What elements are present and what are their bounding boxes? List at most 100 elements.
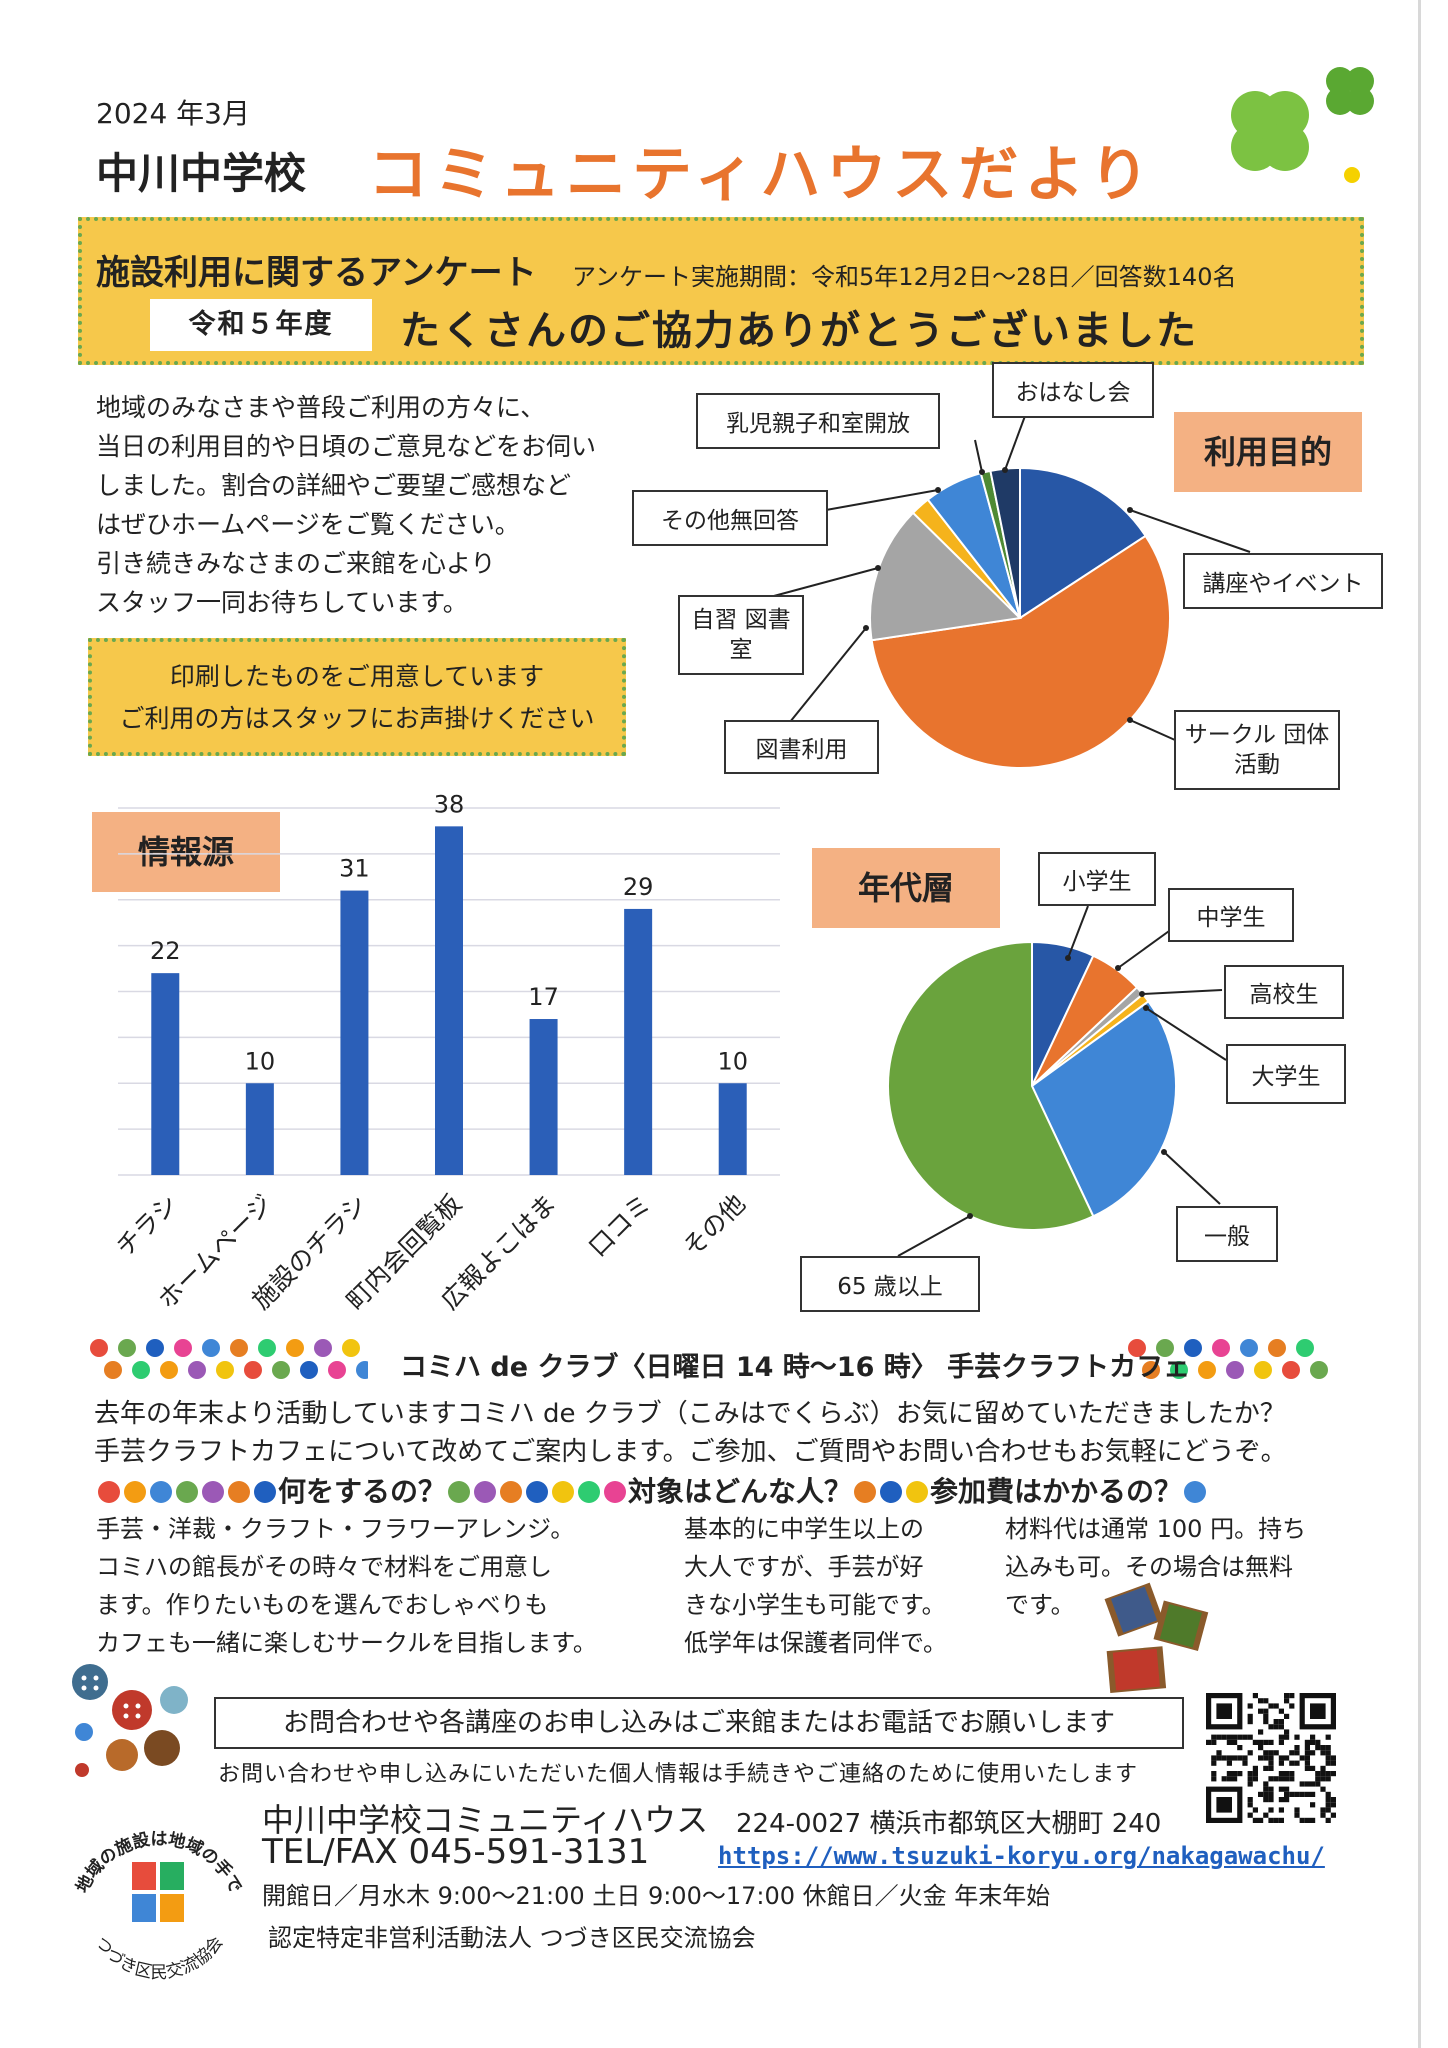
bar xyxy=(340,890,369,1175)
pie-label-lectures: 講座やイベント xyxy=(1183,553,1383,609)
privacy-note: お問い合わせや申し込みにいただいた個人情報は手続きやご連絡のために使用いたします xyxy=(218,1762,1139,1787)
qr-module xyxy=(1325,1791,1331,1797)
decor-dot xyxy=(1184,1481,1207,1503)
qr-module xyxy=(1325,1745,1331,1751)
qr-module xyxy=(1325,1760,1331,1766)
qr-code-icon[interactable] xyxy=(1206,1693,1336,1823)
qr-module xyxy=(1284,1776,1290,1782)
qr-module xyxy=(1211,1734,1217,1740)
qr-module xyxy=(1226,1739,1232,1745)
qr-module xyxy=(1315,1739,1321,1745)
qr-module xyxy=(1284,1755,1290,1761)
qr-module xyxy=(1299,1817,1305,1823)
qr-module xyxy=(1263,1786,1269,1792)
qr-module xyxy=(1226,1760,1232,1766)
qr-module xyxy=(1310,1817,1316,1823)
decor-dot xyxy=(146,1339,164,1357)
decor-dot xyxy=(118,1339,136,1357)
source-chart-title: 情報源 xyxy=(92,812,280,892)
decor-dot xyxy=(880,1481,903,1503)
pie-slice xyxy=(1019,466,1147,620)
qr-module xyxy=(1273,1817,1279,1823)
decor-dot xyxy=(1282,1361,1300,1379)
qr-module xyxy=(1330,1797,1336,1803)
qr-module xyxy=(1289,1776,1295,1782)
qr-module xyxy=(1299,1791,1305,1797)
svg-text:つづき区民交流協会: つづき区民交流協会 xyxy=(91,1933,228,1980)
qr-module xyxy=(1310,1802,1316,1808)
club-description: 去年の年末より活動していますコミハ de クラブ（こみはでくらぶ）お気に留めてい… xyxy=(94,1395,1287,1471)
qr-module xyxy=(1216,1750,1222,1756)
qr-module xyxy=(1320,1812,1326,1818)
decor-dot xyxy=(98,1481,120,1503)
qr-module xyxy=(1325,1755,1331,1761)
decor-dot xyxy=(244,1361,262,1379)
logo-text-top: 地域の施設は地域の手で xyxy=(72,1829,246,1897)
decor-dot xyxy=(230,1339,248,1357)
leader-arrow xyxy=(1065,955,1071,961)
pie-slice xyxy=(869,511,1023,642)
decorative-dots-right xyxy=(1128,1339,1328,1379)
qr-module xyxy=(1252,1739,1258,1745)
answer-line: ます。作りたいものを選んでおしゃべりも xyxy=(96,1591,549,1619)
qr-module xyxy=(1252,1771,1258,1777)
qr-module xyxy=(1320,1786,1326,1792)
pie-label-circles: サークル 団体活動 xyxy=(1174,710,1340,790)
pie-slice xyxy=(870,534,1171,770)
qr-module xyxy=(1325,1807,1331,1813)
qr-module xyxy=(1237,1734,1243,1740)
decor-dot xyxy=(906,1481,929,1503)
qr-module xyxy=(1315,1771,1321,1777)
decor-dot xyxy=(188,1361,206,1379)
qr-module xyxy=(1247,1713,1253,1719)
qr-module xyxy=(1284,1791,1290,1797)
category-label: 口コミ xyxy=(583,1189,657,1263)
qr-module xyxy=(1252,1776,1258,1782)
qr-module xyxy=(1330,1771,1336,1777)
website-link[interactable]: https://www.tsuzuki-koryu.org/nakagawach… xyxy=(718,1842,1325,1870)
leader-arrow xyxy=(863,625,869,631)
qr-module xyxy=(1315,1776,1321,1782)
answer-line: 大人ですが、手芸が好 xyxy=(684,1553,924,1581)
qr-module xyxy=(1247,1797,1253,1803)
qr-module xyxy=(1299,1755,1305,1761)
pie-label-nursery: 乳児親子和室開放 xyxy=(696,393,940,449)
age-pie-chart xyxy=(887,905,1227,1257)
qr-module xyxy=(1278,1724,1284,1730)
qr-module xyxy=(1216,1755,1222,1761)
qr-module xyxy=(1242,1734,1248,1740)
decor-dot xyxy=(174,1339,192,1357)
decor-dot xyxy=(1268,1339,1286,1357)
decor-dot xyxy=(300,1361,318,1379)
qr-module xyxy=(1284,1729,1290,1735)
qr-module xyxy=(1232,1776,1238,1782)
leader-arrow xyxy=(967,1213,973,1219)
decor-dot xyxy=(228,1481,250,1503)
qr-module xyxy=(1211,1739,1217,1745)
answer-line: カフェも一緒に楽しむサークルを目指します。 xyxy=(96,1629,597,1657)
qr-module xyxy=(1289,1703,1295,1709)
decor-dot xyxy=(1240,1339,1258,1357)
qr-module xyxy=(1310,1750,1316,1756)
age-label-elementary: 小学生 xyxy=(1038,852,1156,906)
qr-module xyxy=(1294,1745,1300,1751)
qr-module xyxy=(1278,1776,1284,1782)
svg-text:地域の施設は地域の手で: 地域の施設は地域の手で xyxy=(72,1829,246,1897)
qr-module xyxy=(1247,1750,1253,1756)
qr-module xyxy=(1310,1781,1316,1787)
leader-line xyxy=(974,439,983,473)
decor-dot-row xyxy=(854,1481,929,1503)
pie-slice xyxy=(887,940,1095,1231)
qr-module xyxy=(1247,1734,1253,1740)
pie-label-other: その他無回答 xyxy=(632,490,828,546)
qr-module xyxy=(1268,1817,1274,1823)
question-what: 何をするの？ xyxy=(278,1475,447,1508)
bar-value-label: 22 xyxy=(150,937,181,965)
dots-q4 xyxy=(1182,1475,1208,1508)
qr-module xyxy=(1242,1755,1248,1761)
bar xyxy=(151,973,180,1175)
qr-module xyxy=(1268,1786,1274,1792)
leader-arrow xyxy=(935,487,941,493)
decor-dot xyxy=(286,1339,304,1357)
question-headings: 何をするの？ 対象はどんな人？ 参加費はかかるの？ xyxy=(96,1470,1208,1510)
